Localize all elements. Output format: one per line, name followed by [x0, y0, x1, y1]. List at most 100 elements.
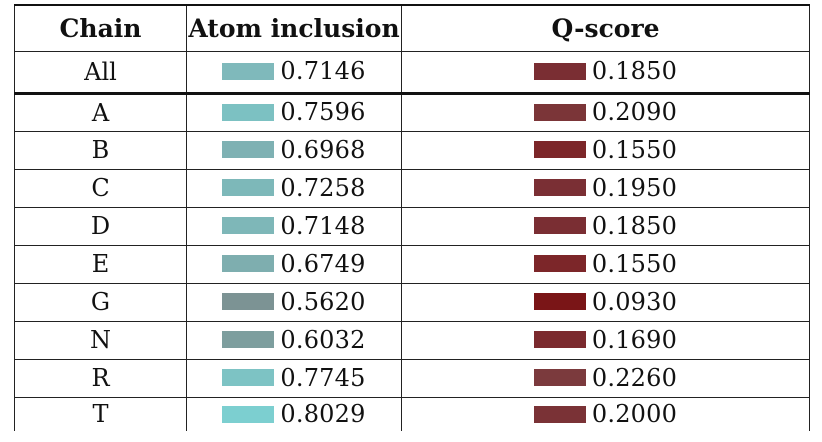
q-score-value-group: 0.1850: [533, 211, 678, 240]
cell-q-score: 0.0930: [401, 283, 810, 322]
q-score-value: 0.1550: [591, 135, 678, 164]
q-score-color-swatch: [533, 217, 586, 235]
cell-chain: N: [14, 321, 187, 360]
cell-q-score: 0.1950: [401, 169, 810, 208]
atom-inclusion-value: 0.6968: [280, 135, 366, 164]
q-score-value: 0.2260: [591, 363, 678, 392]
cell-q-score: 0.1850: [401, 207, 810, 246]
q-score-value-group: 0.1550: [533, 135, 678, 164]
metrics-table: Chain Atom inclusion Q-score All 0.7146 0.…: [14, 4, 810, 431]
q-score-value: 0.1850: [591, 211, 678, 240]
cell-chain: E: [14, 245, 187, 284]
table-row: B 0.6968 0.1550: [14, 131, 810, 170]
table-row-all: All 0.7146 0.1850: [14, 51, 810, 95]
atom-inclusion-value: 0.7146: [280, 57, 366, 86]
atom-inclusion-value: 0.5620: [280, 287, 366, 316]
atom-inclusion-value: 0.7745: [280, 363, 366, 392]
cell-chain: G: [14, 283, 187, 322]
table-row: T 0.8029 0.2000: [14, 397, 810, 431]
atom-inclusion-color-swatch: [222, 141, 275, 159]
q-score-value: 0.2090: [591, 98, 678, 127]
cell-atom-inclusion: 0.6968: [186, 131, 402, 170]
table-row: C 0.7258 0.1950: [14, 169, 810, 208]
cell-chain: R: [14, 359, 187, 398]
q-score-color-swatch: [533, 331, 586, 349]
atom-inclusion-color-swatch: [222, 62, 275, 80]
atom-inclusion-value: 0.7258: [280, 173, 366, 202]
q-score-color-swatch: [533, 62, 586, 80]
atom-inclusion-value-group: 0.8029: [222, 400, 365, 428]
cell-q-score: 0.1690: [401, 321, 810, 360]
q-score-color-swatch: [533, 369, 586, 387]
q-score-value: 0.1550: [591, 249, 678, 278]
cell-q-score: 0.2000: [401, 397, 810, 431]
cell-q-score: 0.2260: [401, 359, 810, 398]
table-body: All 0.7146 0.1850 A 0.7596 0.2090 B 0.6968 0.155…: [14, 51, 810, 431]
cell-atom-inclusion: 0.6749: [186, 245, 402, 284]
cell-q-score: 0.1550: [401, 245, 810, 284]
cell-atom-inclusion: 0.7258: [186, 169, 402, 208]
atom-inclusion-value: 0.6032: [280, 325, 366, 354]
table-row: R 0.7745 0.2260: [14, 359, 810, 398]
q-score-value-group: 0.2000: [533, 400, 678, 428]
cell-chain: B: [14, 131, 187, 170]
table-row: D 0.7148 0.1850: [14, 207, 810, 246]
cell-chain: T: [14, 397, 187, 431]
atom-inclusion-value: 0.6749: [280, 249, 366, 278]
atom-inclusion-color-swatch: [222, 217, 275, 235]
q-score-value-group: 0.1850: [533, 57, 678, 86]
cell-atom-inclusion: 0.5620: [186, 283, 402, 322]
cell-atom-inclusion: 0.7148: [186, 207, 402, 246]
cell-atom-inclusion: 0.8029: [186, 397, 402, 431]
q-score-value-group: 0.1950: [533, 173, 678, 202]
table-header: Chain Atom inclusion Q-score: [14, 4, 810, 52]
header-row: Chain Atom inclusion Q-score: [14, 4, 810, 52]
q-score-value: 0.1950: [591, 173, 678, 202]
header-chain: Chain: [14, 4, 187, 52]
atom-inclusion-value-group: 0.7146: [222, 57, 365, 85]
cell-q-score: 0.1850: [401, 51, 810, 95]
atom-inclusion-value-group: 0.5620: [222, 288, 365, 316]
cell-chain: All: [14, 51, 187, 95]
table-row: E 0.6749 0.1550: [14, 245, 810, 284]
cell-chain: D: [14, 207, 187, 246]
cell-atom-inclusion: 0.7745: [186, 359, 402, 398]
q-score-color-swatch: [533, 405, 586, 423]
header-q-score: Q-score: [401, 4, 810, 52]
header-atom-inclusion: Atom inclusion: [186, 4, 402, 52]
q-score-value: 0.1690: [591, 325, 678, 354]
q-score-color-swatch: [533, 179, 586, 197]
atom-inclusion-value-group: 0.6749: [222, 250, 365, 278]
atom-inclusion-color-swatch: [222, 255, 275, 273]
atom-inclusion-color-swatch: [222, 179, 275, 197]
atom-inclusion-value-group: 0.7258: [222, 174, 365, 202]
atom-inclusion-value-group: 0.7745: [222, 364, 365, 392]
cell-chain: C: [14, 169, 187, 208]
q-score-color-swatch: [533, 255, 586, 273]
atom-inclusion-color-swatch: [222, 369, 275, 387]
cell-q-score: 0.2090: [401, 93, 810, 132]
atom-inclusion-color-swatch: [222, 293, 275, 311]
cell-atom-inclusion: 0.7596: [186, 93, 402, 132]
atom-inclusion-color-swatch: [222, 405, 275, 423]
q-score-color-swatch: [533, 141, 586, 159]
atom-inclusion-color-swatch: [222, 103, 275, 121]
q-score-value: 0.0930: [591, 287, 678, 316]
q-score-color-swatch: [533, 103, 586, 121]
q-score-value-group: 0.2090: [533, 98, 678, 127]
q-score-value-group: 0.0930: [533, 287, 678, 316]
cell-atom-inclusion: 0.7146: [186, 51, 402, 95]
atom-inclusion-value-group: 0.6968: [222, 136, 365, 164]
q-score-value-group: 0.1550: [533, 249, 678, 278]
q-score-value: 0.2000: [591, 400, 678, 428]
atom-inclusion-value: 0.7148: [280, 211, 366, 240]
atom-inclusion-value-group: 0.6032: [222, 326, 365, 354]
q-score-value-group: 0.1690: [533, 325, 678, 354]
atom-inclusion-value-group: 0.7148: [222, 212, 365, 240]
table-row: A 0.7596 0.2090: [14, 93, 810, 132]
q-score-value-group: 0.2260: [533, 363, 678, 392]
atom-inclusion-color-swatch: [222, 331, 275, 349]
cell-atom-inclusion: 0.6032: [186, 321, 402, 360]
q-score-value: 0.1850: [591, 57, 678, 86]
atom-inclusion-value: 0.7596: [280, 98, 366, 127]
